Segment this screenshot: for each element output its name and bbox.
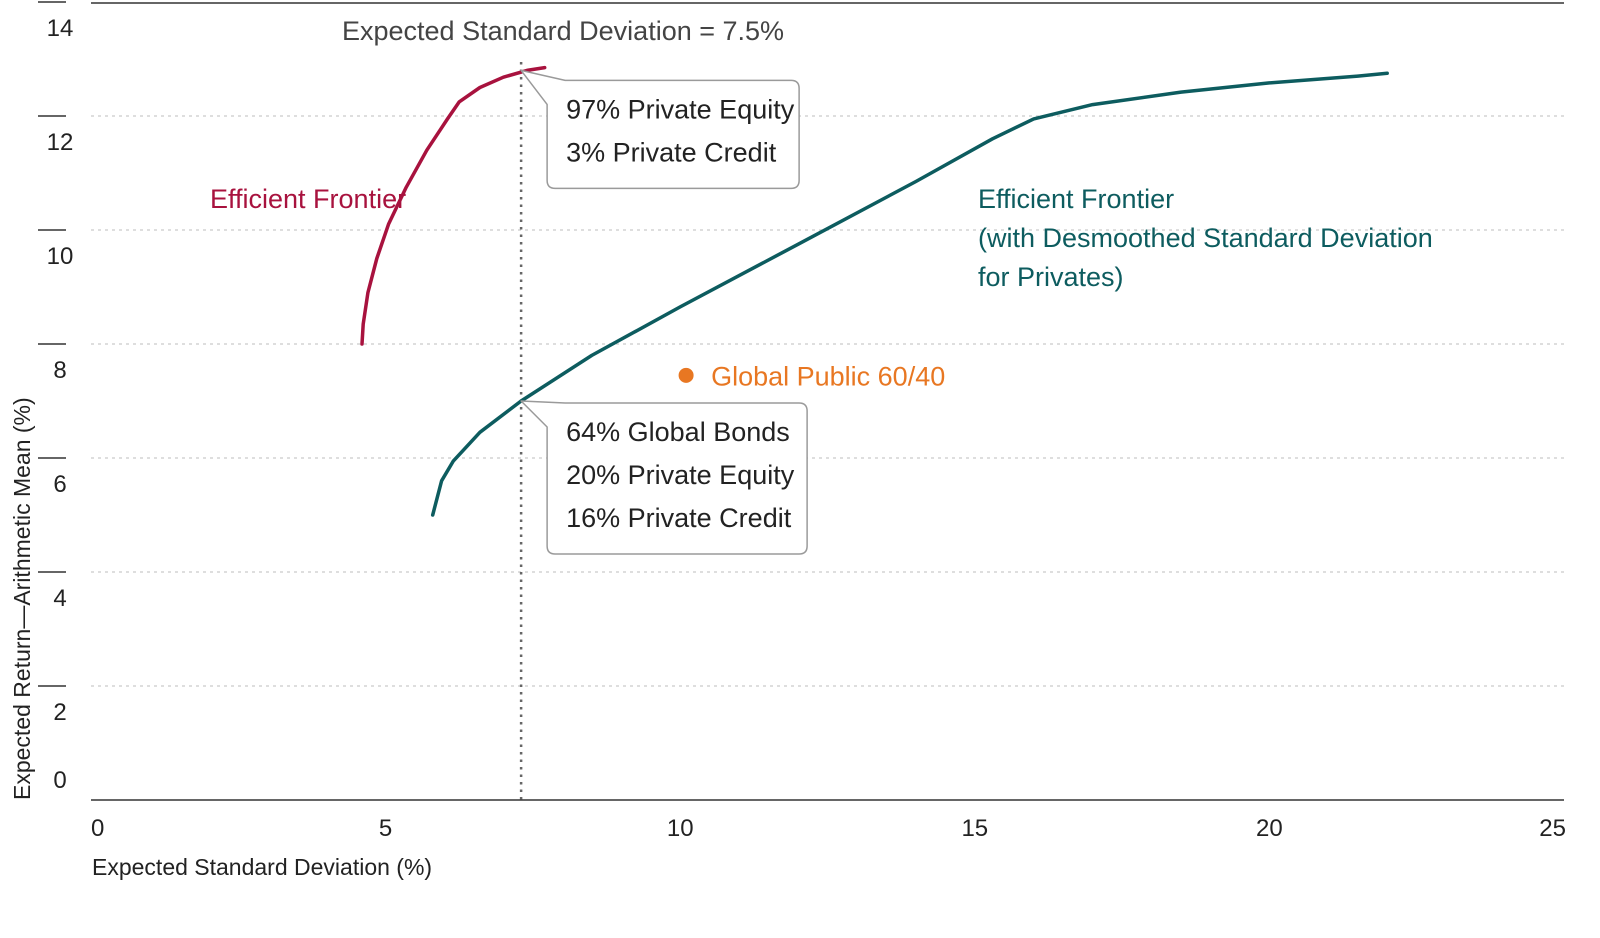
x-tick-label-4: 20 [1256,815,1283,842]
series-label-1-line-2: for Privates) [978,262,1124,292]
series-group: Efficient Frontier Efficient Frontier (wit… [210,65,1433,517]
annotation-box-1 [520,400,808,555]
y-tick-label-6: 12 [47,129,74,156]
annotation-1-line-0: 64% Global Bonds [566,417,790,447]
x-axis-label: Expected Standard Deviation (%) [92,854,432,880]
tick-labels: 0 2 4 6 8 10 12 14 0 5 10 15 20 25 [47,15,1566,842]
y-tick-label-5: 10 [47,243,74,270]
annotation-0-line-0: 97% Private Equity [566,94,795,124]
x-tick-label-3: 15 [961,815,988,842]
axes [38,1,1564,801]
y-tick-label-2: 4 [53,585,66,612]
y-axis-label: Expected Return—Arithmetic Mean (%) [9,397,35,800]
series-label-1-line-1: (with Desmoothed Standard Deviation [978,223,1433,253]
series-line-1 [430,71,1389,517]
x-tick-label-2: 10 [667,815,694,842]
annotation-0-line-1: 3% Private Credit [566,137,777,167]
reference-line-label: Expected Standard Deviation = 7.5% [342,16,784,46]
annotation-1-line-1: 20% Private Equity [566,460,795,490]
x-tick-label-5: 25 [1539,815,1566,842]
annotation-1-line-2: 16% Private Credit [566,503,792,533]
y-tick-label-4: 8 [53,357,66,384]
x-tick-label-0: 0 [91,815,104,842]
series-label-1-line-0: Efficient Frontier [978,184,1174,214]
point-global-public-6040 [678,367,694,383]
point-label-global-public-6040: Global Public 60/40 [711,361,945,391]
annotation-box-0 [520,69,800,190]
x-tick-label-1: 5 [379,815,392,842]
y-tick-label-7: 14 [47,15,74,42]
y-tick-label-1: 2 [53,699,66,726]
y-tick-label-0: 0 [53,767,66,794]
series-line-0 [360,65,547,346]
annotation-group: 97% Private Equity 3% Private Credit 64% G… [520,69,808,555]
y-tick-label-3: 6 [53,471,66,498]
series-label-0: Efficient Frontier [210,184,406,214]
